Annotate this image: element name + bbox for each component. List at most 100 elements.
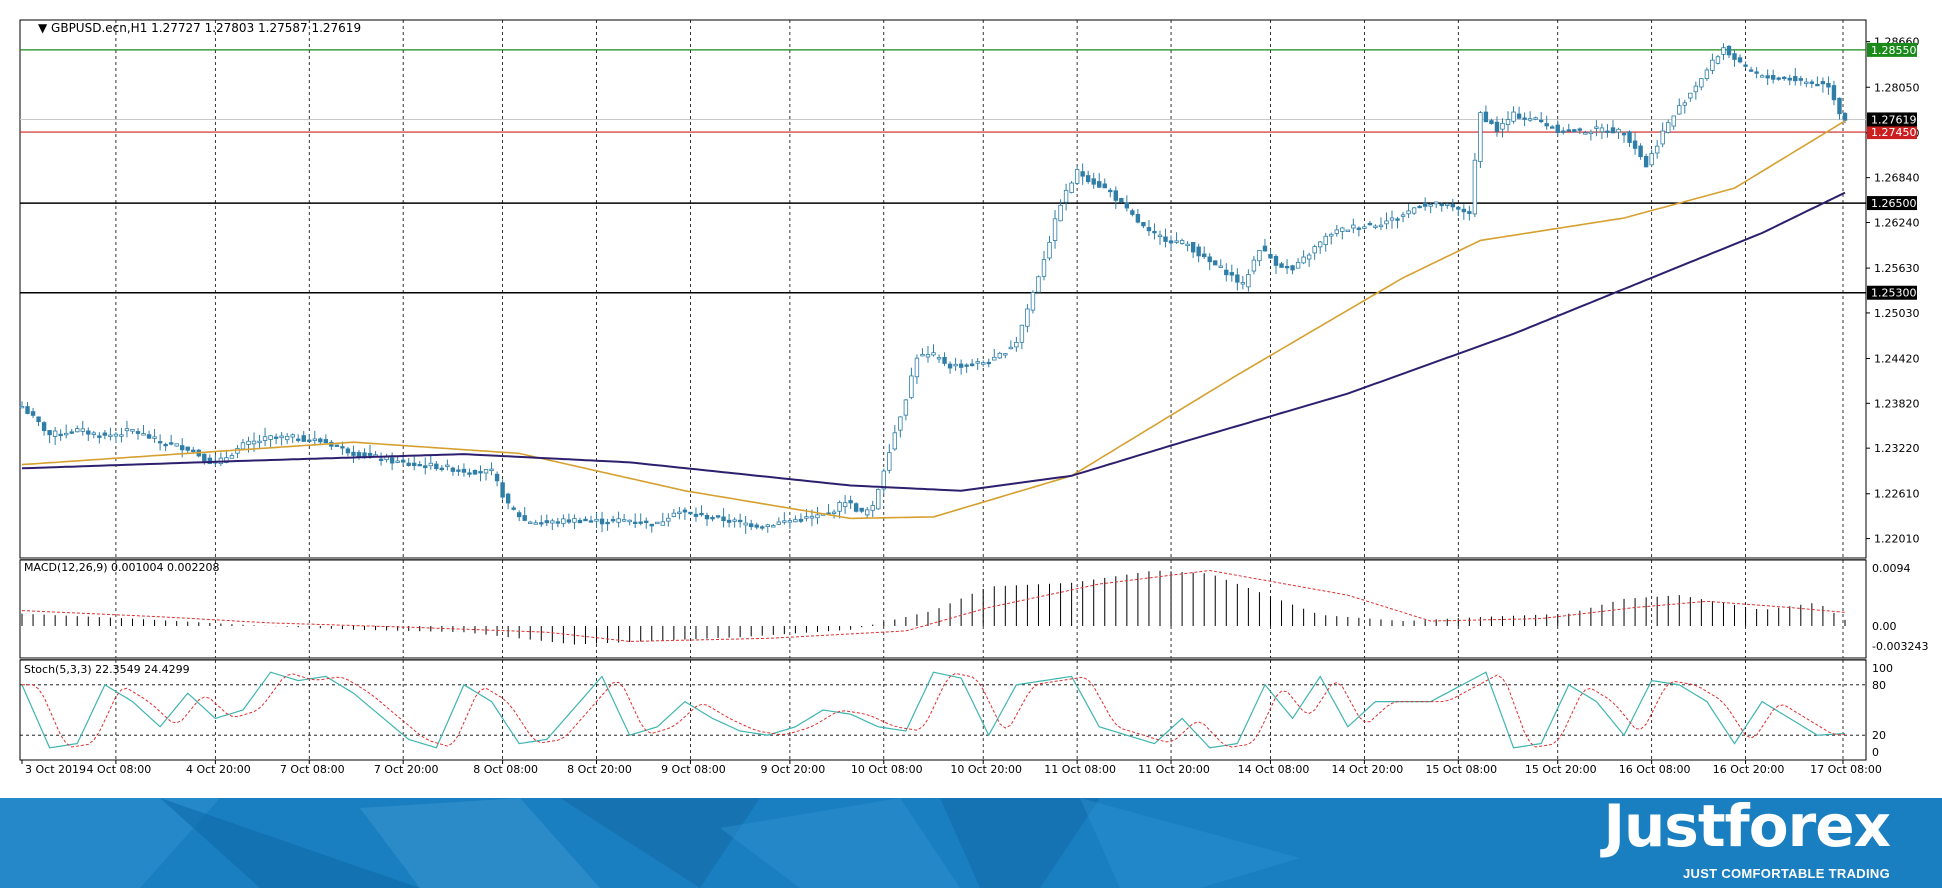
candle-body (776, 521, 782, 525)
time-tick-label: 11 Oct 08:00 (1044, 763, 1116, 776)
candle-body (1113, 190, 1118, 201)
candle-body (1295, 261, 1301, 269)
candle-body (1538, 119, 1544, 123)
candle-body (649, 523, 654, 527)
candle-body (726, 519, 732, 523)
candle-body (997, 352, 1002, 359)
level-tag-label: 1.25300 (1871, 287, 1917, 300)
candle-body (909, 375, 914, 399)
candle-body (1422, 202, 1428, 207)
candle-body (246, 440, 251, 445)
candle-body (1699, 78, 1704, 88)
macd-panel (19, 559, 1867, 660)
candle-body (1229, 272, 1235, 276)
time-tick-label: 16 Oct 20:00 (1713, 763, 1785, 776)
candle-body (152, 436, 157, 439)
candle-body (1389, 217, 1395, 221)
candle-body (400, 459, 406, 463)
candle-body (1787, 77, 1792, 81)
moving-average-fast (21, 120, 1846, 520)
candle-body (1030, 292, 1036, 311)
candle-body (1406, 210, 1411, 215)
candle-body (1815, 83, 1820, 87)
candle-body (1306, 254, 1312, 260)
level-tag-label: 1.26500 (1871, 197, 1917, 210)
candle-body (1715, 56, 1721, 64)
candle-body (130, 428, 135, 432)
panel-frame (19, 659, 1867, 761)
candle-body (632, 521, 638, 525)
candle-body (1196, 246, 1201, 257)
candle-body (1152, 230, 1157, 234)
candle-body (737, 519, 743, 523)
candle-body (86, 430, 91, 435)
candle-body (1638, 145, 1643, 158)
candle-body (467, 472, 472, 475)
candle-body (688, 511, 693, 515)
candle-body (1411, 207, 1417, 214)
candle-body (312, 438, 317, 441)
candle-body (1450, 204, 1455, 208)
candle-body (478, 471, 483, 474)
candle-body (992, 356, 997, 361)
candle-body (1135, 214, 1141, 223)
candle-body (1544, 123, 1549, 127)
candle-body (1400, 214, 1406, 217)
candle-body (1301, 256, 1306, 264)
candle-body (1025, 308, 1030, 327)
candle-body (141, 433, 146, 436)
stoch-signal-line (22, 672, 1846, 748)
panel-frame (19, 559, 1867, 659)
candle-body (296, 438, 301, 441)
candle-body (1721, 47, 1726, 55)
candle-body (1782, 76, 1787, 80)
candle-body (279, 435, 284, 439)
candle-body (1494, 121, 1500, 132)
candle-body (969, 363, 975, 367)
time-tick-label: 9 Oct 08:00 (661, 763, 726, 776)
candle-body (500, 482, 505, 498)
candle-body (494, 473, 500, 482)
level-tag (1867, 125, 1917, 140)
candle-body (914, 357, 920, 378)
symbol-label[interactable]: ▼ GBPUSD.ecn,H1 1.27727 1.27803 1.27587 … (38, 21, 361, 35)
candle-body (423, 465, 428, 469)
moving-average-slow (21, 191, 1846, 492)
candle-body (671, 512, 677, 517)
level-tag (1867, 196, 1917, 211)
candle-body (1201, 253, 1207, 258)
candle-body (489, 468, 494, 472)
candle-body (1240, 282, 1246, 285)
candle-body (555, 521, 561, 524)
candle-body (284, 435, 290, 441)
candle-body (942, 356, 947, 364)
candle-body (876, 488, 881, 510)
candle-body (842, 502, 848, 508)
candle-body (958, 363, 964, 368)
candle-body (1754, 71, 1759, 74)
candle-body (1174, 240, 1179, 243)
time-axis: 3 Oct 2019 4 Oct 08:00 4 Oct 20:00 7 Oct 08… (21, 760, 1882, 776)
candle-body (75, 428, 80, 433)
candle-body (804, 516, 809, 519)
time-tick-label: 15 Oct 08:00 (1425, 763, 1497, 776)
candle-body (903, 399, 909, 416)
time-tick-label: 10 Oct 20:00 (950, 763, 1022, 776)
candle-body (986, 361, 991, 365)
candle-body (1666, 122, 1671, 133)
candle-body (340, 446, 345, 449)
candle-body (1820, 81, 1826, 85)
candle-body (1472, 159, 1478, 215)
candle-body (1323, 235, 1328, 245)
candle-body (1224, 269, 1229, 276)
candle-body (1257, 249, 1262, 262)
candle-body (505, 493, 511, 504)
brand-logo[interactable]: Justforex (1603, 792, 1891, 860)
candle-body (362, 452, 367, 458)
candle-body (1610, 127, 1616, 134)
candle-body (1710, 59, 1715, 71)
candle-body (754, 524, 759, 528)
candle-body (472, 469, 478, 475)
candle-body (389, 457, 395, 464)
candle-body (1290, 265, 1295, 271)
